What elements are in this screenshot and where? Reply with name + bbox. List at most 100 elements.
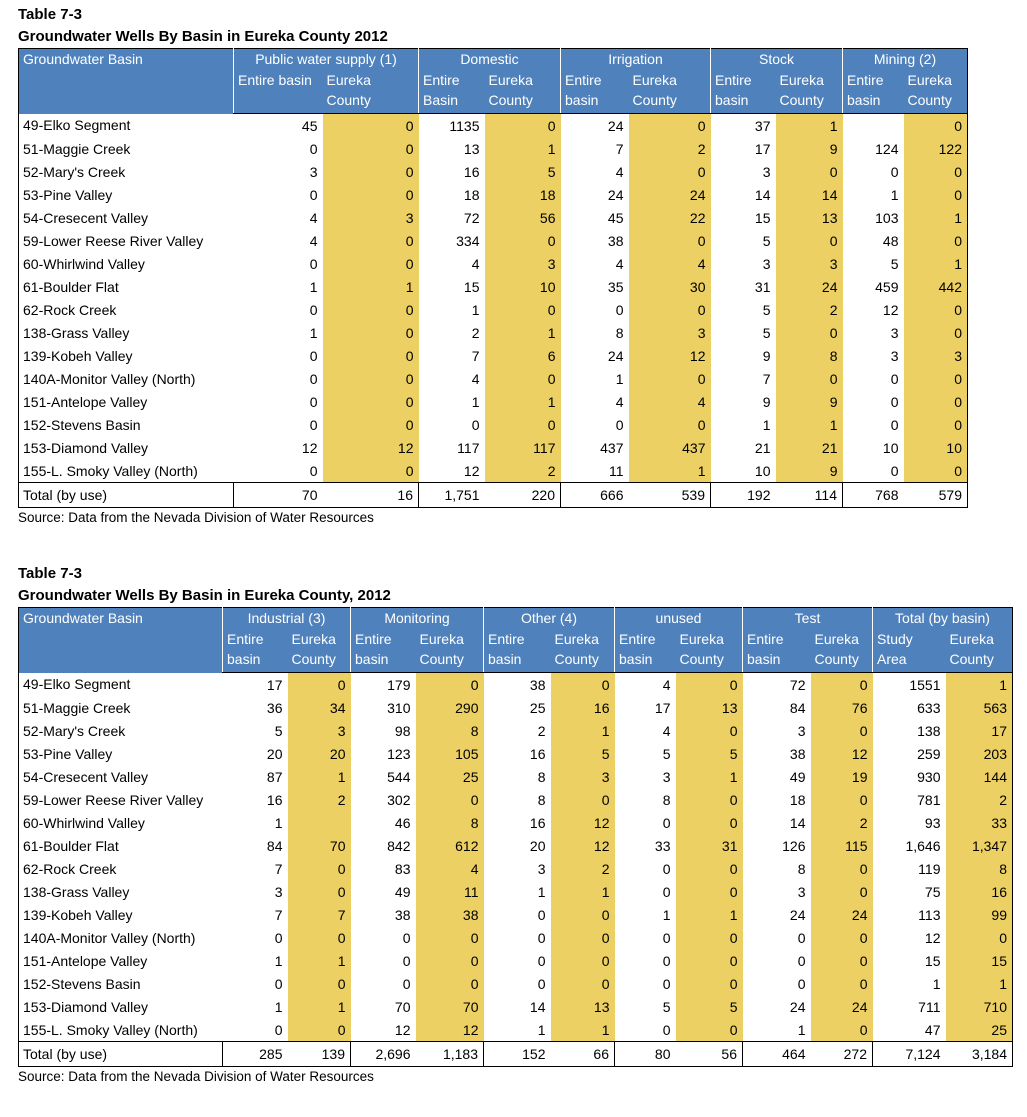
data-row: 62-Rock Creek 0 0 1 0 0 0 5 2 12 0 [19,298,968,321]
data-row: 60-Whirlwind Valley 0 0 4 3 4 4 3 3 5 1 [19,252,968,275]
cell: 0 [537,929,546,946]
cell: 0 [309,462,318,479]
data-row: 59-Lower Reese River Valley 4 0 334 0 38 0 5 0 48… [19,229,968,252]
basin-name: 151-Antelope Valley [23,393,148,410]
cell: 38 [529,676,546,693]
cell: 10 [484,275,561,298]
cell: 0 [797,952,806,969]
cell: 8 [537,791,546,808]
sub-header: Entire basin [483,629,551,673]
cell: 0 [415,788,484,811]
cell: 12 [924,929,941,946]
cell: 1 [550,880,615,903]
cell: 24 [607,186,624,203]
sub-header: Eureka County [945,629,1013,673]
cell: 4 [309,209,318,226]
cell: 31 [675,834,743,857]
cell: 1 [471,393,480,410]
total-row: Total (by use) 70 16 1,751 220 666 539 192 114 76… [18,482,968,508]
cell: 1 [762,416,771,433]
basin-name: 62-Rock Creek [23,860,117,877]
cell: 1 [309,278,318,295]
cell: 8 [662,791,671,808]
cell: 0 [903,413,968,436]
cell: 1 [775,113,843,137]
cell [287,811,351,834]
cell: 7 [762,370,771,387]
cell: 544 [387,768,411,785]
cell: 0 [550,949,615,972]
cell: 138 [917,722,941,739]
cell: 563 [945,696,1013,719]
cell: 0 [903,113,968,137]
cell: 0 [662,975,671,992]
basin-name: 53-Pine Valley [23,186,113,203]
cell: 1 [287,765,351,788]
cell: 4 [615,255,624,272]
cell: 302 [387,791,411,808]
cell: 37 [754,117,771,134]
cell: 5 [762,324,771,341]
cell: 8 [945,857,1013,880]
total-cell: 272 [810,1041,873,1067]
header-row: Groundwater Basin Industrial (3) Monitorin… [18,607,1013,673]
cell: 0 [322,413,419,436]
cell: 5 [550,742,615,765]
cell: 0 [890,393,899,410]
cell: 1 [903,206,968,229]
cell: 5 [662,998,671,1015]
data-row: 140A-Monitor Valley (North) 0 0 0 0 0 0 0 0 0 0 12 0 [19,926,1013,949]
cell: 0 [402,952,411,969]
cell: 0 [322,298,419,321]
cell: 2 [945,788,1013,811]
sub-header: Eureka County [775,70,843,114]
cell: 13 [550,995,615,1018]
cell: 1 [662,906,671,923]
cell: 15 [924,952,941,969]
group-header: Monitoring [350,607,484,629]
cell: 633 [917,699,941,716]
cell: 0 [287,672,351,696]
sub-header: Entire basin [842,70,904,114]
cell: 1 [322,275,419,298]
cell: 1 [484,321,561,344]
cell: 18 [463,186,480,203]
cell: 7 [615,140,624,157]
cell: 0 [628,229,711,252]
cell: 842 [387,837,411,854]
cell: 437 [628,436,711,459]
cell: 3 [762,255,771,272]
cell: 2 [775,298,843,321]
cell: 0 [484,229,561,252]
data-table: Groundwater Basin Industrial (3) Monitorin… [18,607,1013,1067]
cell: 70 [394,998,411,1015]
data-row: 139-Kobeh Valley 7 7 38 38 0 0 1 1 24 24 113 99 [19,903,1013,926]
total-cell: 1,751 [418,482,485,508]
cell: 9 [762,347,771,364]
cell: 13 [463,140,480,157]
cell: 1135 [449,117,480,134]
table-head: Groundwater Basin Industrial (3) Monitorin… [18,607,1013,673]
cell: 117 [484,436,561,459]
cell: 9 [775,137,843,160]
cell: 7 [274,906,283,923]
group-header: Public water supply (1) [233,48,419,70]
basin-name: 49-Elko Segment [23,676,131,693]
cell: 2 [550,857,615,880]
data-row: 60-Whirlwind Valley 1 46 8 16 12 0 0 14 2 93 33 [19,811,1013,834]
group-header: Total (by basin) [872,607,1013,629]
cell: 0 [402,975,411,992]
cell: 33 [654,837,671,854]
cell: 9 [762,393,771,410]
data-row: 138-Grass Valley 3 0 49 11 1 1 0 0 3 0 75 16 [19,880,1013,903]
total-cell: 666 [560,482,629,508]
data-row: 54-Cresecent Valley 4 3 72 56 45 22 15 13 103 1 [19,206,968,229]
cell: 24 [810,995,873,1018]
cell: 0 [675,811,743,834]
cell: 437 [600,439,624,456]
cell: 10 [903,436,968,459]
cell: 1,347 [945,834,1013,857]
cell: 1 [287,995,351,1018]
cell: 72 [789,676,806,693]
cell: 15 [754,209,771,226]
